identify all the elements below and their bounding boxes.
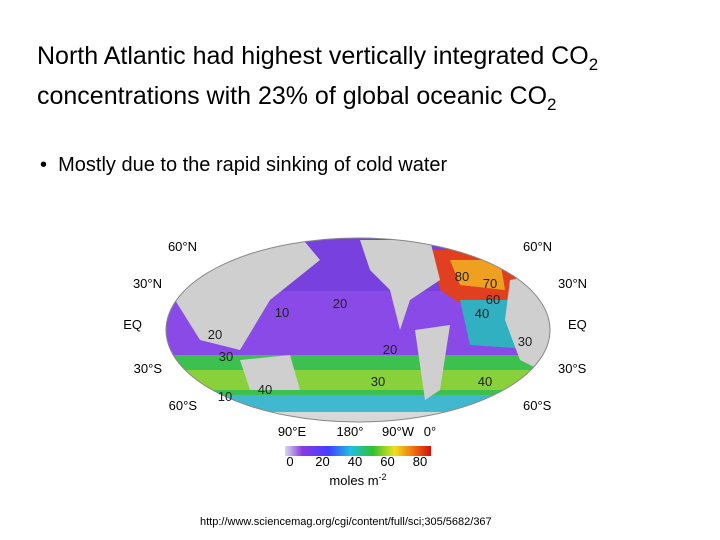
lat-label: 30°N [133,276,162,291]
contour-label: 70 [483,276,497,291]
source-url: http://www.sciencemag.org/cgi/content/fu… [200,516,492,528]
unit-text: moles m [329,473,378,488]
contour-label: 30 [371,374,385,389]
lat-label: 60°N [168,239,197,254]
title-text: concentrations with 23% of global oceani… [37,82,548,110]
contour-label: 20 [208,327,222,342]
contour-label: 10 [218,389,232,404]
colorbar-tick-label: 60 [380,454,394,469]
map-outline [165,237,551,423]
lon-label: 180° [337,424,364,439]
title-line: North Atlantic had highest vertically in… [37,42,598,75]
subscript: 2 [588,55,599,74]
lon-label: 90°W [382,424,415,439]
contour-label: 30 [219,349,233,364]
contour-label: 60 [486,292,500,307]
contour-label: 10 [275,305,289,320]
lat-label: 60°N [523,239,552,254]
unit-sup: -2 [379,472,387,482]
lat-label: 60°S [523,398,552,413]
lat-label: 30°S [134,361,163,376]
contour-label: 20 [383,342,397,357]
title-line: concentrations with 23% of global oceani… [37,82,556,115]
colorbar-tick-label: 20 [315,454,329,469]
lat-label: 30°S [558,361,587,376]
lon-label: 90°E [278,424,307,439]
contour-label: 40 [475,306,489,321]
lat-label: 30°N [558,276,587,291]
colorbar-tick-label: 0 [286,454,293,469]
contour-label: 20 [333,296,347,311]
contour-label: 40 [258,382,272,397]
bullet-text: Mostly due to the rapid sinking of cold … [58,154,448,176]
lat-label: EQ [123,317,142,332]
contour-label: 30 [518,334,532,349]
lat-label: 60°S [169,398,198,413]
title-text: North Atlantic had highest vertically in… [37,42,589,70]
bullet: • Mostly due to the rapid sinking of col… [40,154,448,176]
colorbar [285,446,431,456]
contour-label: 80 [455,269,469,284]
unit-label: moles m-2 [329,472,386,488]
subscript: 2 [547,95,557,114]
lat-label: EQ [568,317,587,332]
contour-label: 40 [478,374,492,389]
lon-label: 0° [424,424,436,439]
colorbar-tick-label: 40 [348,454,362,469]
colorbar-tick-label: 80 [413,454,427,469]
